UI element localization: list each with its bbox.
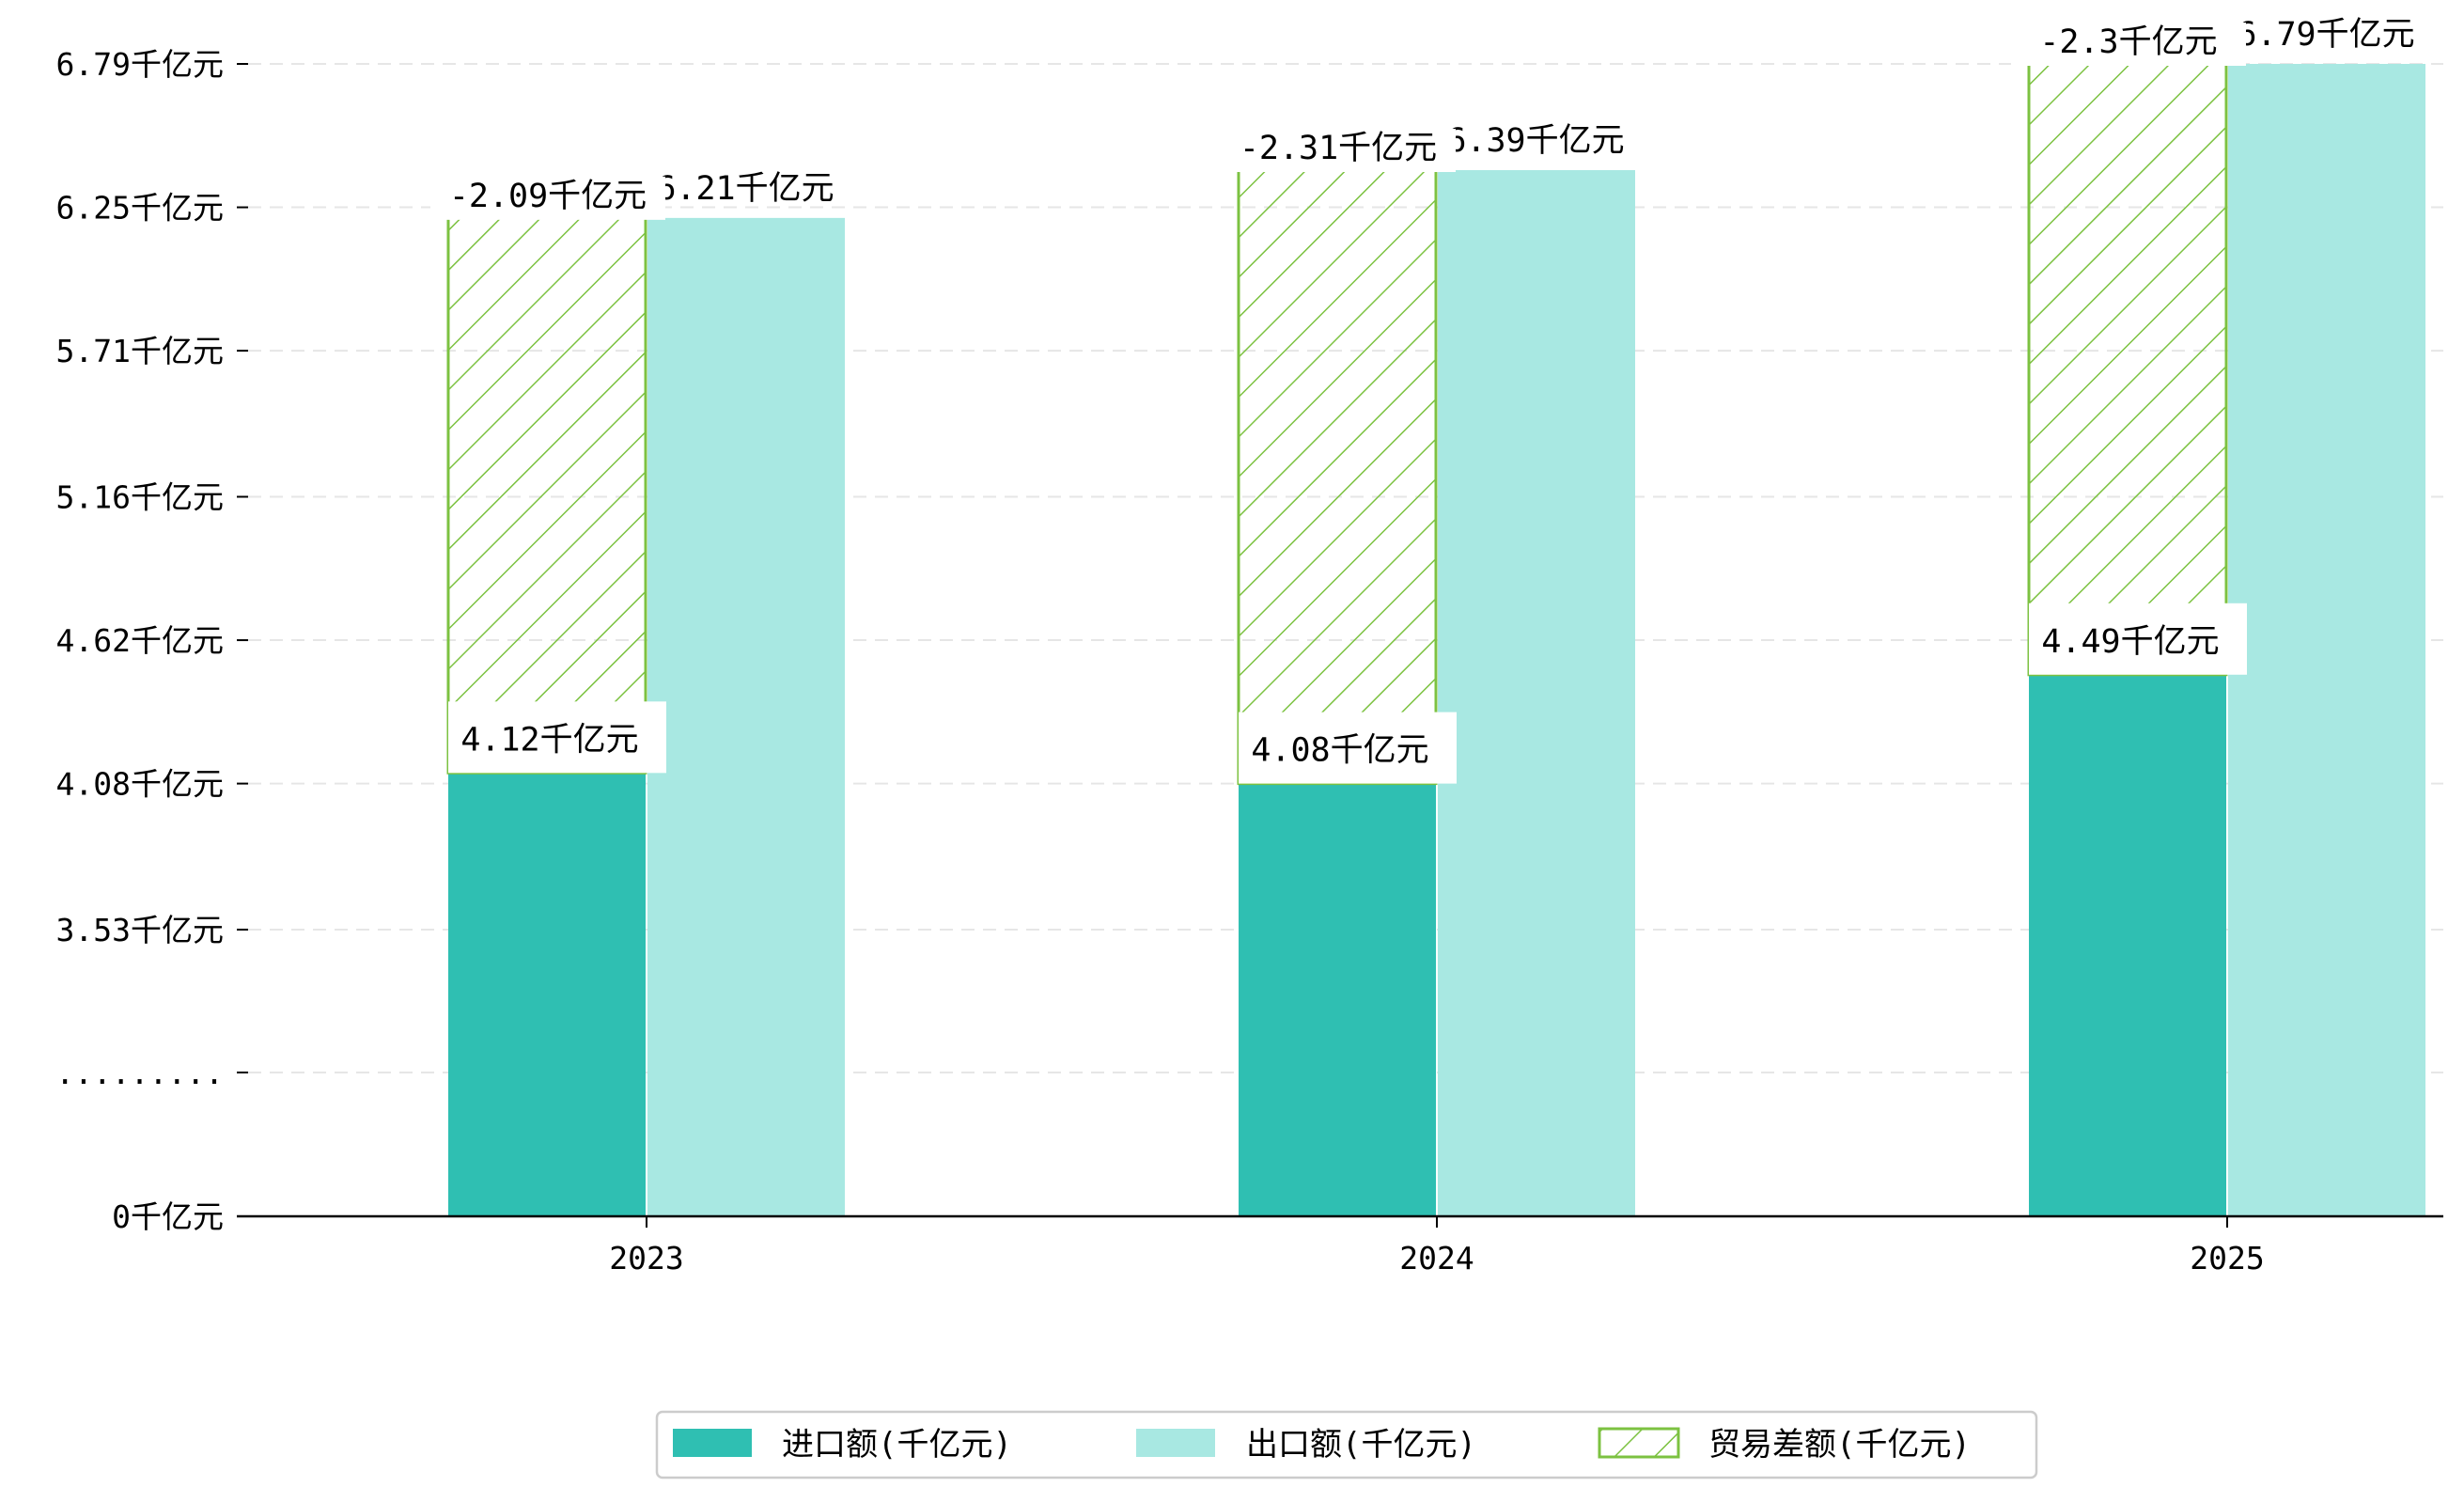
x-axis: 2023 2024 2025 [237, 1214, 2443, 1276]
export-data-label: 6.79千亿元 [2237, 16, 2414, 54]
import-data-label: 4.08千亿元 [1251, 732, 1428, 770]
import-data-label: 4.49千亿元 [2041, 623, 2219, 661]
import-label-background [2029, 603, 2247, 675]
legend-swatch-balance [1598, 1427, 1680, 1459]
balance-bar [2027, 62, 2228, 677]
y-tick-label: 5.71千亿元 [56, 333, 224, 369]
balance-bar [1237, 168, 1438, 786]
y-tick-label: 5.16千亿元 [56, 479, 224, 516]
bar-group [446, 62, 2425, 1217]
y-axis: 0千亿元 ......... 3.53千亿元 4.08千亿元 4.62千亿元 5… [55, 46, 248, 1235]
legend: 进口额(千亿元) 出口额(千亿元) 贸易差额(千亿元) [655, 1410, 2038, 1480]
export-bar [647, 217, 845, 1217]
legend-frame [655, 1410, 2038, 1480]
export-data-label: 6.21千亿元 [656, 170, 834, 208]
legend-swatch-import [673, 1429, 752, 1457]
balance-data-label: -2.3千亿元 [2039, 23, 2217, 61]
x-tick-label: 2023 [609, 1240, 683, 1276]
export-data-label: 6.39千亿元 [1446, 122, 1624, 160]
import-data-label: 4.12千亿元 [460, 721, 638, 759]
import-label-background [448, 701, 666, 774]
legend-label-import: 进口额(千亿元) [782, 1426, 1012, 1464]
import-bar [1239, 783, 1436, 1216]
data-label-group: 6.21千亿元 6.39千亿元 6.79千亿元 -2.09千亿元 -2.31千亿… [430, 16, 2415, 784]
balance-data-label: -2.31千亿元 [1240, 130, 1437, 167]
x-tick-label: 2024 [1399, 1240, 1474, 1276]
balance-label-background [2011, 23, 2246, 66]
y-tick-label: 0千亿元 [112, 1198, 224, 1235]
legend-label-balance: 贸易差额(千亿元) [1708, 1426, 1971, 1464]
import-label-background [1239, 712, 1457, 784]
y-tick-label: 3.53千亿元 [56, 912, 224, 948]
balance-label-background [430, 176, 665, 220]
y-tick-label: 4.62千亿元 [56, 622, 224, 659]
legend-swatch-export [1136, 1429, 1215, 1457]
y-tick-label: 6.79千亿元 [56, 46, 224, 83]
y-tick-label-group: 0千亿元 ......... 3.53千亿元 4.08千亿元 4.62千亿元 5… [55, 46, 224, 1235]
y-tick-label: 4.08千亿元 [56, 766, 224, 803]
export-bar [1438, 170, 1635, 1217]
balance-label-background [1221, 129, 1456, 173]
y-tick-label: 6.25千亿元 [56, 190, 224, 227]
x-tick-label: 2025 [2190, 1240, 2264, 1276]
import-bar [448, 773, 646, 1216]
export-bar [2228, 64, 2425, 1216]
y-tick-label: ......... [55, 1055, 224, 1091]
balance-data-label: -2.09千亿元 [449, 178, 647, 215]
balance-bar [446, 216, 647, 775]
legend-label-export: 出口额(千亿元) [1246, 1426, 1476, 1464]
y-tick-group [237, 63, 248, 1217]
import-bar [2029, 674, 2226, 1216]
